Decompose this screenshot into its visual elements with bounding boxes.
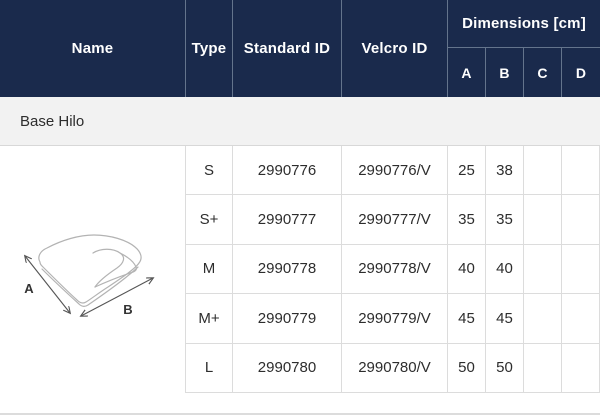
cell-velcro-id: 2990777/V (341, 195, 447, 245)
cell-type: L (185, 343, 232, 393)
table-header: Name Type Standard ID Velcro ID Dimensio… (0, 0, 600, 97)
header-dim-d: D (561, 48, 600, 97)
table-body: A B S 2990776 2990776/V 25 38 S+ 2990777… (0, 146, 600, 393)
cell-standard-id: 2990777 (232, 195, 341, 245)
cell-type: S+ (185, 195, 232, 245)
cell-dim-d (561, 195, 600, 245)
cell-dim-a: 25 (447, 146, 485, 196)
cell-velcro-id: 2990779/V (341, 294, 447, 344)
cell-dim-d (561, 294, 600, 344)
cell-velcro-id: 2990778/V (341, 244, 447, 295)
header-dim-b: B (485, 48, 523, 97)
cell-velcro-id: 2990776/V (341, 146, 447, 196)
cell-standard-id: 2990776 (232, 146, 341, 196)
header-dimensions: Dimensions [cm] (447, 0, 600, 48)
cell-dim-b: 38 (485, 146, 523, 196)
cell-dim-c (523, 294, 561, 344)
dimension-label-a: A (24, 281, 34, 296)
cell-dim-b: 35 (485, 195, 523, 245)
cell-standard-id: 2990780 (232, 343, 341, 393)
cell-dim-a: 40 (447, 244, 485, 295)
cell-standard-id: 2990779 (232, 294, 341, 344)
dimension-label-b: B (123, 302, 132, 317)
group-row: Base Hilo (0, 97, 600, 146)
cell-dim-c (523, 146, 561, 196)
bottom-divider (0, 412, 600, 415)
cell-dim-c (523, 343, 561, 393)
cell-dim-d (561, 343, 600, 393)
cell-dim-b: 45 (485, 294, 523, 344)
cell-standard-id: 2990778 (232, 244, 341, 295)
cell-dim-c (523, 244, 561, 295)
cell-dim-a: 50 (447, 343, 485, 393)
header-name: Name (71, 40, 114, 57)
cell-type: S (185, 146, 232, 196)
cell-type: M+ (185, 294, 232, 344)
cell-dim-a: 35 (447, 195, 485, 245)
dimension-arrows (25, 256, 153, 316)
header-velcro-id: Velcro ID (341, 0, 447, 97)
header-dim-a: A (447, 48, 485, 97)
cell-dim-b: 50 (485, 343, 523, 393)
cell-dim-a: 45 (447, 294, 485, 344)
cell-dim-d (561, 146, 600, 196)
header-dim-c: C (523, 48, 561, 97)
cell-type: M (185, 244, 232, 295)
header-type: Type (185, 0, 232, 97)
header-standard-id: Standard ID (232, 0, 341, 97)
cell-velcro-id: 2990780/V (341, 343, 447, 393)
cushion-outline (38, 234, 142, 307)
group-label: Base Hilo (20, 112, 85, 130)
cushion-diagram: A B (0, 234, 185, 317)
product-diagram: A B (0, 146, 185, 393)
cell-dim-d (561, 244, 600, 295)
cell-dim-b: 40 (485, 244, 523, 295)
cell-dim-c (523, 195, 561, 245)
